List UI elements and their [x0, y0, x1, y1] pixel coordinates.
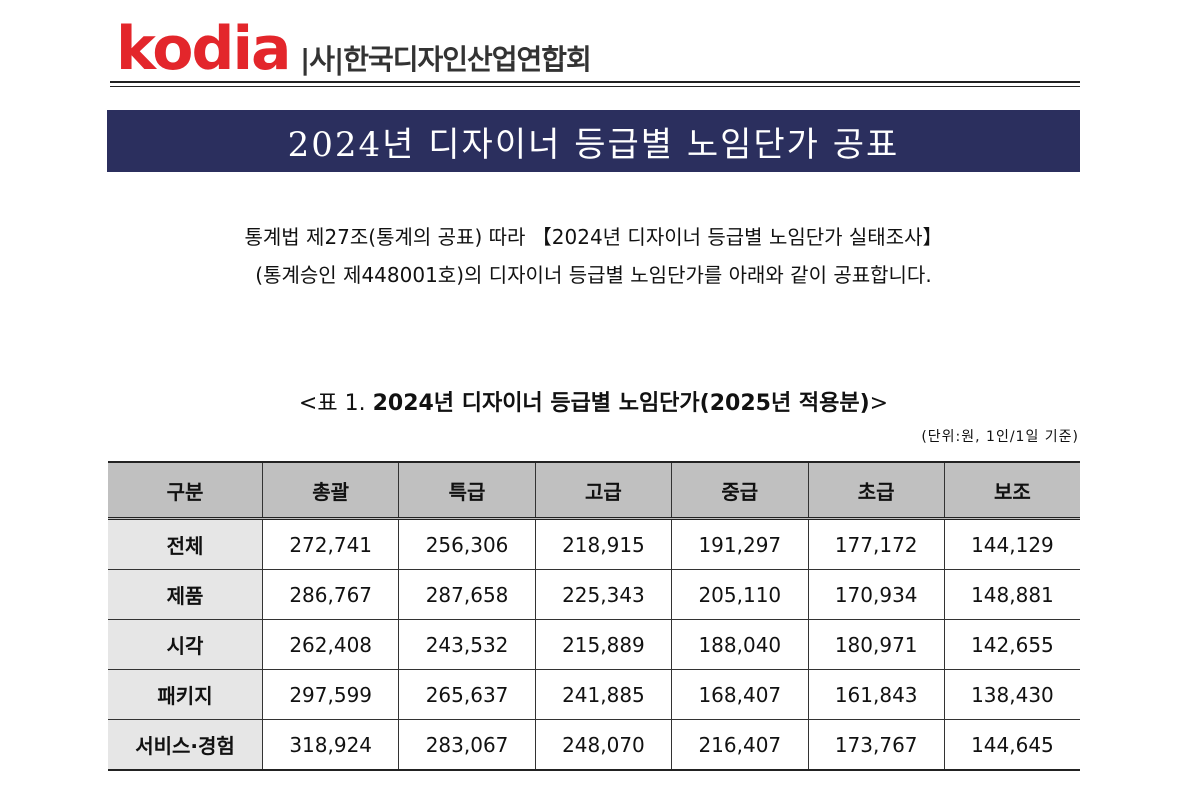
cell: 142,655 — [943, 619, 1080, 670]
data-table: 구분 총괄 특급 고급 중급 초급 보조 전체 272,741 256,306 218,915 191… — [108, 461, 1080, 771]
row-label: 패키지 — [108, 669, 263, 720]
table-caption: <표 1. 2024년 디자이너 등급별 노임단가(2025년 적용분)> — [0, 385, 1187, 417]
cell: 272,741 — [261, 518, 400, 570]
cell: 215,889 — [534, 619, 673, 670]
table-row: 제품 286,767 287,658 225,343 205,110 170,934 148… — [108, 569, 1080, 620]
logo: kodia — [116, 14, 292, 84]
cell: 243,532 — [398, 619, 536, 670]
cell: 297,599 — [261, 669, 400, 720]
column-header: 보조 — [943, 461, 1080, 520]
cell: 256,306 — [398, 518, 536, 570]
table-row: 서비스·경험 318,924 283,067 248,070 216,407 173,76… — [108, 719, 1080, 771]
cell: 248,070 — [534, 719, 673, 771]
intro-line: (통계승인 제448001호)의 디자이너 등급별 노임단가를 아래와 같이 공… — [255, 263, 932, 287]
cell: 173,767 — [807, 719, 945, 771]
cell: 286,767 — [261, 569, 400, 620]
cell: 161,843 — [807, 669, 945, 720]
column-header: 구분 — [108, 461, 263, 520]
caption-suffix: > — [869, 391, 889, 416]
column-header: 초급 — [807, 461, 945, 520]
rule — [110, 86, 1080, 87]
intro: 통계법 제27조(통계의 공표) 따라 【2024년 디자이너 등급별 노임단가… — [0, 218, 1187, 294]
cell: 180,971 — [807, 619, 945, 670]
intro-line: 통계법 제27조(통계의 공표) 따라 【2024년 디자이너 등급별 노임단가… — [244, 225, 943, 249]
row-label: 제품 — [108, 569, 263, 620]
unit-note: (단위:원, 1인/1일 기준) — [921, 429, 1079, 445]
cell: 216,407 — [671, 719, 809, 771]
cell: 283,067 — [398, 719, 536, 771]
cell: 287,658 — [398, 569, 536, 620]
cell: 218,915 — [534, 518, 673, 570]
cell: 168,407 — [671, 669, 809, 720]
caption-prefix: <표 1. — [298, 391, 366, 416]
cell: 148,881 — [943, 569, 1080, 620]
cell: 188,040 — [671, 619, 809, 670]
caption-title: 2024년 디자이너 등급별 노임단가(2025년 적용분) — [372, 391, 870, 416]
cell: 262,408 — [261, 619, 400, 670]
row-label: 전체 — [108, 518, 263, 570]
table-row: 패키지 297,599 265,637 241,885 168,407 161,843 13… — [108, 669, 1080, 720]
cell: 138,430 — [943, 669, 1080, 720]
cell: 177,172 — [807, 518, 945, 570]
cell: 265,637 — [398, 669, 536, 720]
header-row: 구분 총괄 특급 고급 중급 초급 보조 — [108, 461, 1080, 520]
cell: 144,129 — [943, 518, 1080, 570]
banner-title: 2024년 디자이너 등급별 노임단가 공표 — [107, 110, 1080, 172]
cell: 191,297 — [671, 518, 809, 570]
row-label: 서비스·경험 — [108, 719, 263, 771]
cell: 318,924 — [261, 719, 400, 771]
table-row: 시각 262,408 243,532 215,889 188,040 180,971 142… — [108, 619, 1080, 670]
column-header: 총괄 — [261, 461, 400, 520]
cell: 205,110 — [671, 569, 809, 620]
cell: 225,343 — [534, 569, 673, 620]
org-name: |사|한국디자인산업연합회 — [300, 43, 592, 76]
cell: 144,645 — [943, 719, 1080, 771]
rule — [110, 81, 1080, 83]
cell: 241,885 — [534, 669, 673, 720]
column-header: 중급 — [671, 461, 809, 520]
column-header: 특급 — [398, 461, 536, 520]
table-row: 전체 272,741 256,306 218,915 191,297 177,172 144… — [108, 518, 1080, 570]
cell: 170,934 — [807, 569, 945, 620]
row-label: 시각 — [108, 619, 263, 670]
column-header: 고급 — [534, 461, 673, 520]
